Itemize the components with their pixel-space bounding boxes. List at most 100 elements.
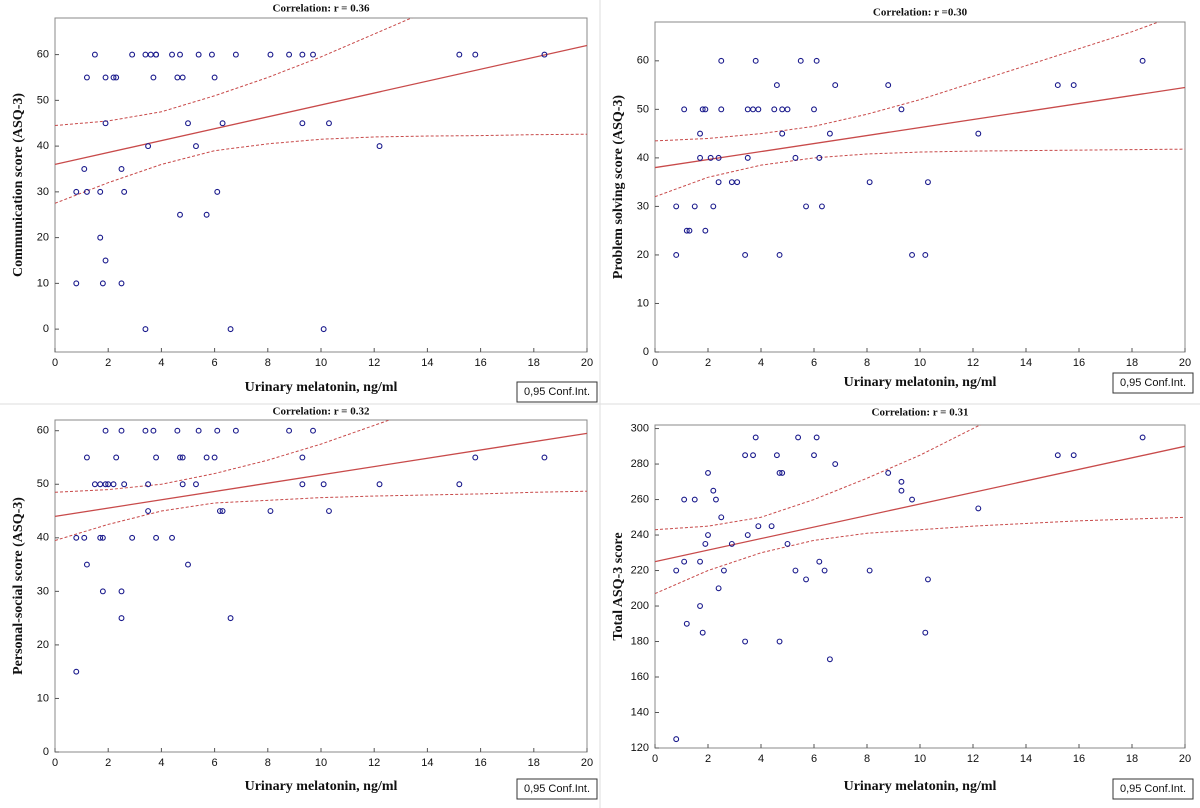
point xyxy=(83,561,90,568)
y-axis-label: Communication score (ASQ-3) xyxy=(11,93,26,277)
x-tick-label: 4 xyxy=(758,753,764,765)
point xyxy=(267,51,274,58)
point xyxy=(699,106,706,113)
point xyxy=(102,257,109,264)
plot-area xyxy=(54,419,588,753)
y-tick-label: 50 xyxy=(637,103,649,115)
point xyxy=(715,154,722,161)
legend-box xyxy=(1112,372,1194,394)
point xyxy=(145,481,152,488)
x-tick-label: 14 xyxy=(421,757,433,769)
point xyxy=(718,57,725,64)
point xyxy=(705,469,711,476)
point xyxy=(795,434,802,441)
point xyxy=(214,427,221,434)
y-tick-label: 0 xyxy=(643,346,649,358)
x-tick-label: 14 xyxy=(1020,753,1032,765)
x-tick-label: 6 xyxy=(811,753,817,765)
point xyxy=(909,251,915,258)
plot-layer xyxy=(655,22,1185,258)
point xyxy=(118,166,125,172)
point xyxy=(673,203,680,210)
point xyxy=(768,523,775,530)
point xyxy=(91,51,98,58)
x-axis-label: Urinary melatonin, ng/ml xyxy=(844,779,997,794)
point xyxy=(219,120,226,127)
point xyxy=(177,51,183,58)
point xyxy=(776,638,783,645)
point xyxy=(718,514,725,521)
x-tick-label: 6 xyxy=(811,357,817,369)
point xyxy=(73,280,80,287)
fit-line xyxy=(655,445,1185,563)
plot-layer xyxy=(55,18,587,333)
point xyxy=(773,82,780,89)
point xyxy=(975,505,982,512)
y-axis-label: Total ASQ-3 score xyxy=(611,532,626,640)
point xyxy=(750,452,756,459)
point xyxy=(898,106,905,113)
point xyxy=(142,326,149,333)
legend-label: 0,95 Conf.Int. xyxy=(524,386,590,398)
point xyxy=(376,481,383,488)
legend-box xyxy=(516,381,598,403)
y-tick-label: 60 xyxy=(37,49,49,61)
x-tick-label: 12 xyxy=(967,357,979,369)
point xyxy=(376,143,383,150)
y-tick-label: 0 xyxy=(43,323,49,335)
x-tick-label: 8 xyxy=(864,357,870,369)
y-tick-label: 140 xyxy=(631,706,649,718)
point xyxy=(744,154,751,161)
y-tick-label: 20 xyxy=(37,639,49,651)
point xyxy=(541,454,548,461)
point xyxy=(456,481,463,488)
point xyxy=(728,540,735,547)
y-tick-label: 10 xyxy=(637,297,649,309)
y-tick-label: 40 xyxy=(37,140,49,152)
fit-line xyxy=(55,44,587,166)
point xyxy=(1070,82,1077,89)
ci-lower xyxy=(655,516,1185,595)
x-tick-label: 18 xyxy=(528,357,540,369)
point xyxy=(267,508,274,514)
point xyxy=(818,203,825,210)
point xyxy=(150,74,157,81)
y-tick-label: 280 xyxy=(631,458,649,470)
point xyxy=(702,540,709,547)
y-tick-label: 30 xyxy=(637,200,649,212)
point xyxy=(720,567,727,574)
y-tick-label: 10 xyxy=(37,277,49,289)
x-tick-label: 0 xyxy=(652,357,658,369)
point xyxy=(83,188,90,195)
plot-area xyxy=(54,17,588,353)
point xyxy=(179,481,186,488)
point xyxy=(924,576,931,583)
point xyxy=(145,508,152,514)
y-tick-label: 40 xyxy=(37,532,49,544)
y-axis-label: Personal-social score (ASQ-3) xyxy=(11,497,26,675)
point xyxy=(326,120,332,127)
x-tick-label: 10 xyxy=(914,357,926,369)
x-tick-label: 6 xyxy=(212,357,218,369)
plot-layer xyxy=(655,425,1185,743)
point xyxy=(310,427,316,434)
point xyxy=(683,227,690,234)
point xyxy=(826,130,833,137)
point xyxy=(803,576,809,583)
y-tick-label: 50 xyxy=(37,94,49,106)
x-tick-label: 20 xyxy=(1179,357,1191,369)
plot-layer xyxy=(55,420,587,675)
point xyxy=(232,51,239,58)
x-tick-label: 2 xyxy=(105,757,111,769)
point xyxy=(472,454,479,461)
y-tick-label: 50 xyxy=(37,478,49,490)
point xyxy=(320,481,327,488)
x-tick-label: 12 xyxy=(368,757,380,769)
chart-title: Correlation: r =0.30 xyxy=(873,7,968,19)
y-tick-label: 60 xyxy=(37,425,49,437)
x-tick-label: 2 xyxy=(705,753,711,765)
point xyxy=(121,188,128,195)
point xyxy=(195,427,202,434)
point xyxy=(208,51,215,58)
